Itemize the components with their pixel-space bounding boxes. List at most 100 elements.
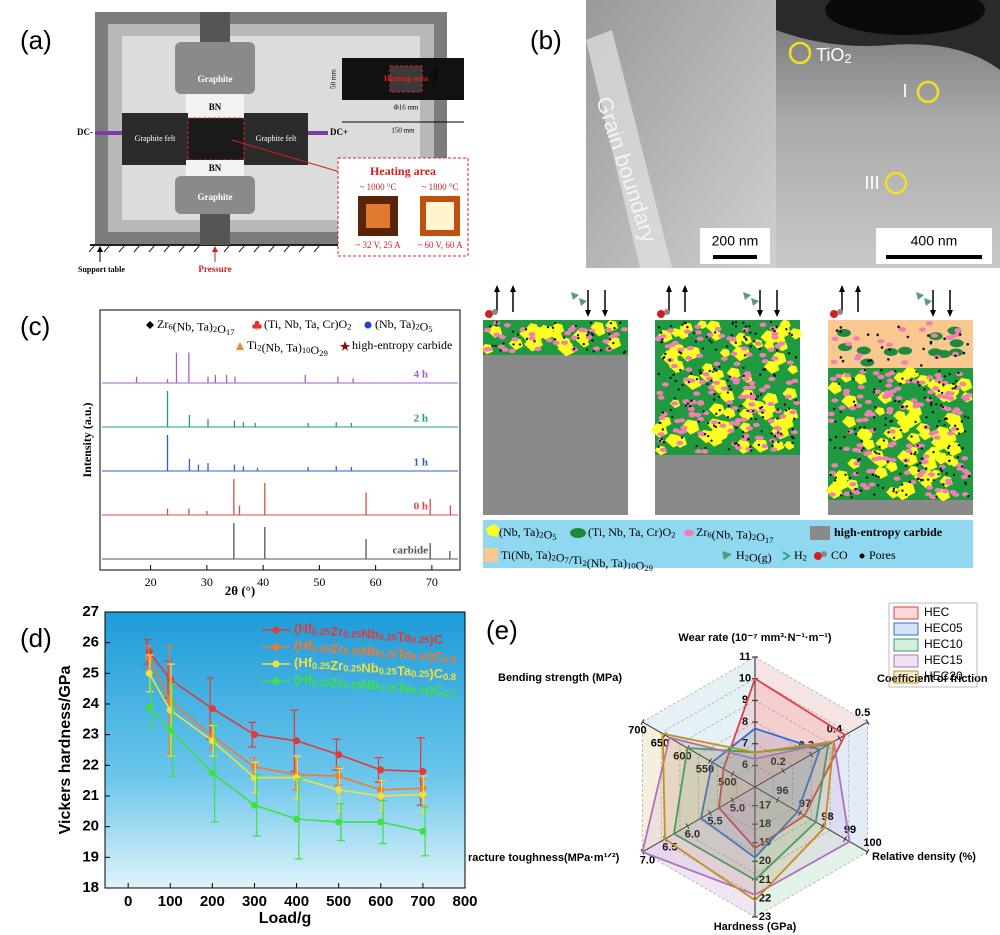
particle xyxy=(845,341,853,347)
pore xyxy=(963,430,967,433)
pore xyxy=(702,410,705,413)
point xyxy=(166,726,174,734)
particle xyxy=(730,376,738,381)
y-tick-label: 20 xyxy=(82,818,99,835)
legend-swatch xyxy=(810,526,830,540)
pore xyxy=(937,473,940,476)
pore xyxy=(839,410,842,414)
text-part: 2 xyxy=(552,553,556,563)
particle xyxy=(688,413,696,418)
particle xyxy=(786,360,794,365)
pore xyxy=(853,427,857,431)
particle xyxy=(924,492,932,497)
y-tick-label: 27 xyxy=(82,603,99,620)
pore xyxy=(900,483,904,486)
legend-swatch xyxy=(893,622,919,636)
particle xyxy=(885,342,893,347)
x-tick-label: 700 xyxy=(410,893,435,910)
gas-arrow-head xyxy=(947,310,953,317)
pore xyxy=(747,437,750,441)
pore xyxy=(741,435,745,438)
text-part: 0.8 xyxy=(443,673,456,683)
pore xyxy=(854,432,858,436)
pore xyxy=(756,395,759,398)
y-tick-label: 22 xyxy=(82,756,99,773)
particle xyxy=(954,328,962,333)
pore xyxy=(914,420,917,424)
pore xyxy=(608,338,612,341)
pore xyxy=(901,377,904,380)
pore xyxy=(893,399,897,403)
gas-arrow-head xyxy=(757,310,763,317)
legend-text: (Ti, Nb, Ta, Cr)O2 xyxy=(264,317,351,332)
particle xyxy=(497,344,505,349)
pore xyxy=(714,348,718,351)
particle xyxy=(842,391,850,397)
particle xyxy=(835,373,843,379)
pore xyxy=(512,343,515,346)
point xyxy=(335,786,343,794)
heating-title: Heating area xyxy=(370,164,436,178)
pore xyxy=(834,435,838,439)
text-part: 0.25 xyxy=(343,681,361,691)
radar-tick-label: 96 xyxy=(776,785,788,797)
point xyxy=(250,801,258,809)
region-label: I xyxy=(902,81,907,101)
pore xyxy=(746,409,749,413)
particle xyxy=(843,373,851,378)
particle xyxy=(722,407,736,419)
plot-background xyxy=(104,611,466,889)
pore xyxy=(546,325,550,329)
particle xyxy=(733,361,741,366)
pore xyxy=(718,365,721,368)
felt-label: Graphite felt xyxy=(256,134,297,143)
text-part: (Hf xyxy=(294,638,313,653)
particle xyxy=(843,491,851,496)
particle xyxy=(712,369,725,380)
particle xyxy=(917,443,925,449)
legend-text: HEC05 xyxy=(924,621,963,635)
text-part: 2 xyxy=(539,530,543,540)
panel-label: (e) xyxy=(486,615,518,645)
pore xyxy=(961,447,964,450)
particle xyxy=(713,380,721,386)
point xyxy=(145,654,153,662)
particle xyxy=(697,320,708,330)
pore xyxy=(956,455,960,459)
particle xyxy=(719,423,727,428)
radar-tick-label: 700 xyxy=(628,725,646,737)
particle xyxy=(901,360,909,365)
pore xyxy=(866,333,870,336)
error-cap xyxy=(421,806,430,857)
particle xyxy=(898,326,906,332)
pore xyxy=(952,382,955,386)
particle xyxy=(864,412,872,417)
particle xyxy=(874,389,882,394)
radar-tick xyxy=(640,719,645,725)
felt xyxy=(122,113,188,165)
pore xyxy=(726,379,729,382)
particle xyxy=(925,485,933,490)
pore xyxy=(708,339,711,342)
error-cap xyxy=(251,761,260,794)
text-part: 17 xyxy=(226,327,235,337)
pore xyxy=(932,450,935,454)
particle xyxy=(893,410,907,422)
particle xyxy=(945,335,953,341)
pore xyxy=(737,409,740,412)
particle xyxy=(713,361,721,367)
particle xyxy=(718,389,735,404)
legend-text: (Hf0.25Zr0.25Nb0.25Ta0.25)C0.7 xyxy=(294,672,456,699)
particle xyxy=(919,469,927,474)
pore xyxy=(612,341,615,345)
pore xyxy=(734,325,738,328)
pore xyxy=(954,354,957,358)
pore xyxy=(947,446,950,450)
particle xyxy=(693,391,701,396)
error-cap xyxy=(335,767,344,812)
pore xyxy=(757,443,761,447)
pore xyxy=(887,431,890,434)
glow-photo xyxy=(426,202,454,230)
pore xyxy=(924,426,928,429)
particle xyxy=(886,378,894,383)
